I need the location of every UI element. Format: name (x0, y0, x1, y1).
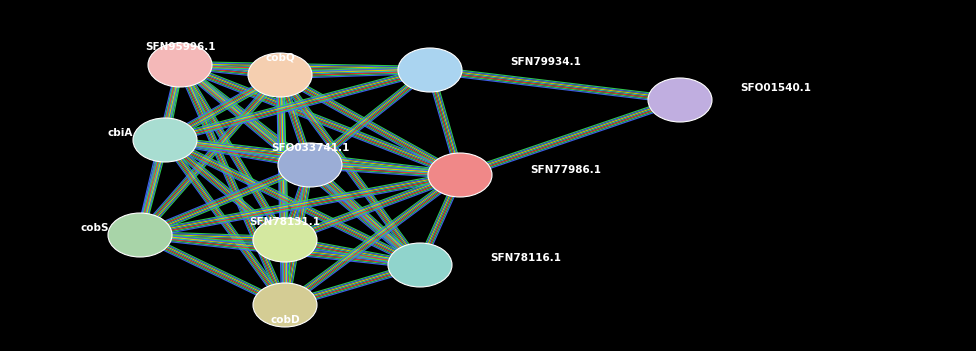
Text: SFN95996.1: SFN95996.1 (144, 42, 216, 52)
Text: cobS: cobS (81, 223, 109, 233)
Ellipse shape (278, 143, 342, 187)
Ellipse shape (253, 218, 317, 262)
Ellipse shape (248, 53, 312, 97)
Ellipse shape (398, 48, 462, 92)
Ellipse shape (388, 243, 452, 287)
Text: SFN78116.1: SFN78116.1 (490, 253, 561, 263)
Text: cobQ: cobQ (265, 52, 295, 62)
Text: SFO01540.1: SFO01540.1 (740, 83, 811, 93)
Text: cbiA: cbiA (107, 128, 133, 138)
Text: SFO033741.1: SFO033741.1 (270, 143, 349, 153)
Text: SFN78131.1: SFN78131.1 (250, 217, 320, 227)
Ellipse shape (428, 153, 492, 197)
Ellipse shape (133, 118, 197, 162)
Text: SFN77986.1: SFN77986.1 (530, 165, 601, 175)
Ellipse shape (148, 43, 212, 87)
Ellipse shape (648, 78, 712, 122)
Text: SFN79934.1: SFN79934.1 (510, 57, 581, 67)
Ellipse shape (108, 213, 172, 257)
Ellipse shape (253, 283, 317, 327)
Text: cobD: cobD (270, 315, 300, 325)
